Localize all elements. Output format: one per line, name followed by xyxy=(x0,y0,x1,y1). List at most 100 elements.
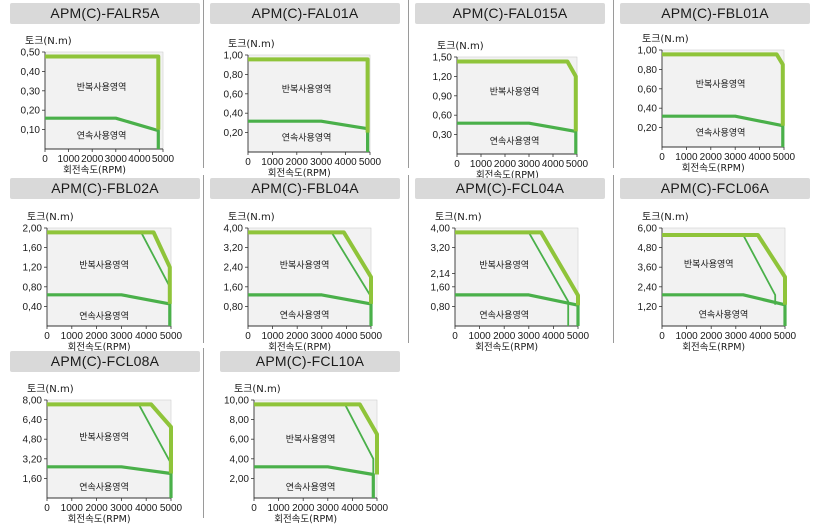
y-tick-label: 0,80 xyxy=(638,65,658,76)
series-continuous-line xyxy=(248,293,373,326)
x-tick-label: 1000 xyxy=(61,331,84,342)
y-tick-label: 0,20 xyxy=(21,106,41,117)
y-tick-label: 6,00 xyxy=(638,224,658,235)
region-annotation: 연속사용영역 xyxy=(282,132,332,143)
y-tick-label: 0,20 xyxy=(224,128,244,139)
x-tick-label: 3000 xyxy=(725,331,748,342)
x-tick-label: 2000 xyxy=(700,331,723,342)
x-tick-label: 0 xyxy=(659,331,665,342)
x-tick-label: 2000 xyxy=(81,154,104,165)
x-tick-label: 3000 xyxy=(518,331,541,342)
region-annotation: 연속사용영역 xyxy=(286,482,336,493)
y-axis-label: 토크(N.m) xyxy=(25,36,72,47)
region-annotation: 반복사용영역 xyxy=(490,86,540,97)
region-annotation: 반복사용영역 xyxy=(684,259,734,270)
series-repeat-line xyxy=(45,54,161,130)
y-tick-label: 2,00 xyxy=(23,224,43,235)
y-tick-label: 8,00 xyxy=(230,415,250,426)
x-tick-label: 4000 xyxy=(542,159,565,170)
x-tick-label: 5000 xyxy=(359,157,382,168)
region-annotation: 연속사용영역 xyxy=(479,310,529,321)
x-tick-label: 1000 xyxy=(675,331,698,342)
region-annotation: 반복사용영역 xyxy=(286,434,336,445)
chart-title-box: APM(C)-FBL04A xyxy=(210,178,400,199)
axes xyxy=(661,228,785,327)
x-tick-label: 4000 xyxy=(749,331,772,342)
y-axis-label: 토크(N.m) xyxy=(27,384,74,395)
plot-area xyxy=(247,54,371,153)
y-tick-label: 1,60 xyxy=(431,282,451,293)
x-tick-label: 4000 xyxy=(135,503,158,514)
chart-title: APM(C)-FCL10A xyxy=(255,353,365,369)
series-repeat-line xyxy=(47,402,173,474)
axes xyxy=(253,400,377,499)
y-tick-label: 0,30 xyxy=(21,86,41,97)
y-tick-label: 6,00 xyxy=(230,435,250,446)
axes xyxy=(46,228,171,327)
series-continuous-line xyxy=(47,465,173,498)
region-annotation: 연속사용영역 xyxy=(77,130,127,141)
y-tick-label: 1,60 xyxy=(23,474,43,485)
x-axis-label: 회전속도(RPM) xyxy=(475,342,538,353)
axes xyxy=(661,50,784,148)
region-annotation: 연속사용영역 xyxy=(696,127,746,138)
chart-title: APM(C)-FBL04A xyxy=(251,180,359,196)
y-tick-label: 3,20 xyxy=(224,243,244,254)
y-tick-label: 0,90 xyxy=(433,91,453,102)
x-axis-label: 회전속도(RPM) xyxy=(68,342,131,353)
x-tick-label: 0 xyxy=(659,152,665,163)
chart-title-box: APM(C)-FAL015A xyxy=(415,3,605,24)
y-tick-label: 2,00 xyxy=(230,474,250,485)
x-tick-label: 4000 xyxy=(135,331,158,342)
region-annotation: 연속사용영역 xyxy=(490,136,540,147)
x-tick-label: 0 xyxy=(454,159,460,170)
series-repeat-line xyxy=(248,57,370,133)
y-tick-label: 0,60 xyxy=(638,84,658,95)
x-tick-label: 4000 xyxy=(128,154,151,165)
torque-chart: 0,30 0,60 0,90 1,20 1,50 0 1000 2000 3000 4000 500… xyxy=(433,41,589,181)
series-repeat-line xyxy=(455,230,580,306)
x-tick-label: 4000 xyxy=(748,152,771,163)
plot-area xyxy=(46,227,172,327)
y-tick-label: 0,60 xyxy=(224,89,244,100)
y-tick-label: 10,00 xyxy=(224,396,249,407)
plot-area xyxy=(44,51,164,150)
y-tick-label: 0,20 xyxy=(638,123,658,134)
y-tick-label: 0,80 xyxy=(23,282,43,293)
panel-separator xyxy=(613,175,614,343)
series-transition-line xyxy=(344,403,375,475)
x-tick-label: 3000 xyxy=(311,331,334,342)
y-tick-label: 1,00 xyxy=(224,51,244,62)
series-continuous-line xyxy=(254,465,375,498)
panel-separator xyxy=(613,0,614,168)
chart-title: APM(C)-FAL015A xyxy=(452,5,568,21)
x-tick-label: 2000 xyxy=(494,159,517,170)
x-axis-label: 회전속도(RPM) xyxy=(63,165,126,176)
region-annotation: 반복사용영역 xyxy=(479,260,529,271)
series-continuous-line xyxy=(47,293,172,326)
x-tick-label: 2000 xyxy=(700,152,723,163)
x-tick-label: 3000 xyxy=(310,157,333,168)
region-annotation: 반복사용영역 xyxy=(696,79,746,90)
series-continuous-line xyxy=(45,116,160,149)
series-continuous-line xyxy=(662,293,787,326)
panel-separator xyxy=(203,348,204,518)
y-tick-label: 8,00 xyxy=(23,396,43,407)
x-tick-label: 0 xyxy=(44,331,50,342)
panel-separator xyxy=(408,175,409,343)
y-tick-label: 0,40 xyxy=(23,302,43,313)
y-tick-label: 0,10 xyxy=(21,125,41,136)
x-tick-label: 2000 xyxy=(286,331,309,342)
y-tick-label: 4,80 xyxy=(23,435,43,446)
chart-title: APM(C)-FCL06A xyxy=(660,180,770,196)
y-tick-label: 1,60 xyxy=(23,243,43,254)
y-axis-label: 토크(N.m) xyxy=(228,212,275,223)
panel-separator xyxy=(203,0,204,168)
chart-title-box: APM(C)-FALR5A xyxy=(10,3,200,24)
y-tick-label: 0,40 xyxy=(224,109,244,120)
x-tick-label: 4000 xyxy=(341,503,364,514)
chart-title: APM(C)-FBL01A xyxy=(661,5,769,21)
y-tick-label: 6,40 xyxy=(23,415,43,426)
y-tick-label: 4,80 xyxy=(638,243,658,254)
